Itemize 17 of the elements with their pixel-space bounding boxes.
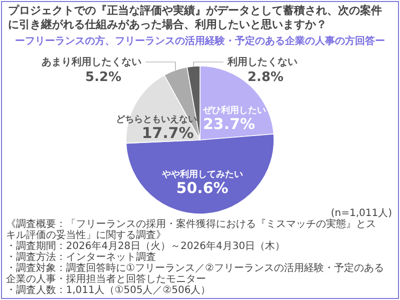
data-label: 17.7%	[142, 124, 194, 142]
data-label: 5.2%	[85, 70, 122, 85]
text: ・調査対象：調査回答時に①フリーランス／②フリーランスの活用経験・予定のある企業の人事・採用担当者と回答したモニター	[6, 263, 384, 285]
data-label: 50.6%	[176, 178, 228, 197]
data-label: 23.7%	[203, 114, 256, 133]
slice-label: あまり利用したくない	[41, 56, 142, 68]
data-label: 2.8%	[248, 70, 284, 85]
text: ・調査期間：2026年4月28日（火）～2026年4月30日（木）	[6, 241, 286, 252]
chart-subtitle: ーフリーランスの方、フリーランスの活用経験・予定のある企業の人事の方回答ー	[14, 34, 386, 48]
slice-label: やや利用してみたい	[160, 168, 243, 180]
text: (n=1,011人)	[330, 207, 392, 219]
text: 《調査概要：「フリーランスの採用・案件獲得における『ミスマッチの実態』とスキル評価の妥当性」に関する調査》	[6, 219, 377, 241]
slice-label: 利用したくない	[226, 56, 298, 68]
slice-label: ぜひ利用したい	[202, 104, 266, 116]
chart-title: プロジェクトでの『正当な評価や実績』がデータとして蓄積され、次の案件に引き継がれる仕組みがあった場合、利用したいと思いますか？	[8, 4, 383, 32]
text: ・調査人数：1,011人（①505人／②506人）	[6, 285, 211, 296]
text: ・調査方法：インターネット調査	[6, 252, 156, 263]
